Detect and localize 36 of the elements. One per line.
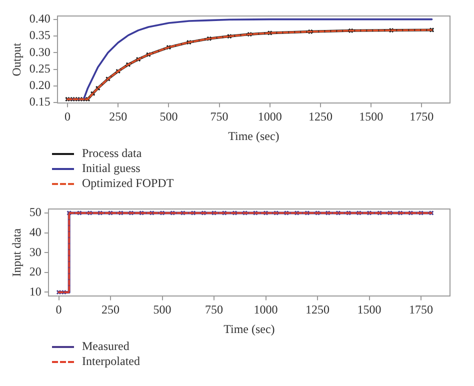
x-tick-label: 500 <box>153 302 172 317</box>
y-tick-label: 0.40 <box>29 11 50 26</box>
y-tick-label: 20 <box>29 264 42 279</box>
legend-label: Interpolated <box>82 354 140 369</box>
x-axis-title: Time (sec) <box>228 128 280 143</box>
legend-label: Initial guess <box>82 161 140 176</box>
y-tick-label: 10 <box>29 284 42 298</box>
x-tick-label: 750 <box>205 302 224 317</box>
x-tick-label: 1250 <box>306 302 330 317</box>
x-tick-label: 750 <box>210 110 228 124</box>
x-tick-label: 1500 <box>357 302 382 317</box>
legend-label: Optimized FOPDT <box>82 176 174 191</box>
x-tick-label: 1250 <box>308 110 332 124</box>
x-tick-label: 250 <box>102 302 120 317</box>
y-tick-label: 0.20 <box>29 78 50 92</box>
x-tick-label: 1500 <box>359 110 384 124</box>
y-tick-label: 0.35 <box>29 28 50 42</box>
y-tick-label: 40 <box>29 224 42 239</box>
x-tick-label: 0 <box>56 302 62 317</box>
x-tick-label: 250 <box>109 110 128 124</box>
y-tick-label: 50 <box>29 205 42 220</box>
x-tick-label: 500 <box>160 110 178 124</box>
x-tick-label: 1750 <box>410 110 434 124</box>
x-axis-title: Time (sec) <box>224 322 275 336</box>
x-tick-label: 1000 <box>258 110 282 124</box>
y-tick-label: 30 <box>29 244 42 259</box>
x-tick-label: 1000 <box>254 302 278 317</box>
y-tick-label: 0.15 <box>29 94 50 109</box>
y-axis-title: Output <box>9 42 24 76</box>
legend-label: Measured <box>82 339 130 354</box>
x-tick-label: 0 <box>64 110 71 124</box>
legend-label: Process data <box>82 146 142 161</box>
y-axis-title: Input data <box>9 228 24 277</box>
x-tick-label: 1750 <box>409 302 434 317</box>
y-tick-label: 0.25 <box>29 61 50 76</box>
y-tick-label: 0.30 <box>29 44 50 59</box>
